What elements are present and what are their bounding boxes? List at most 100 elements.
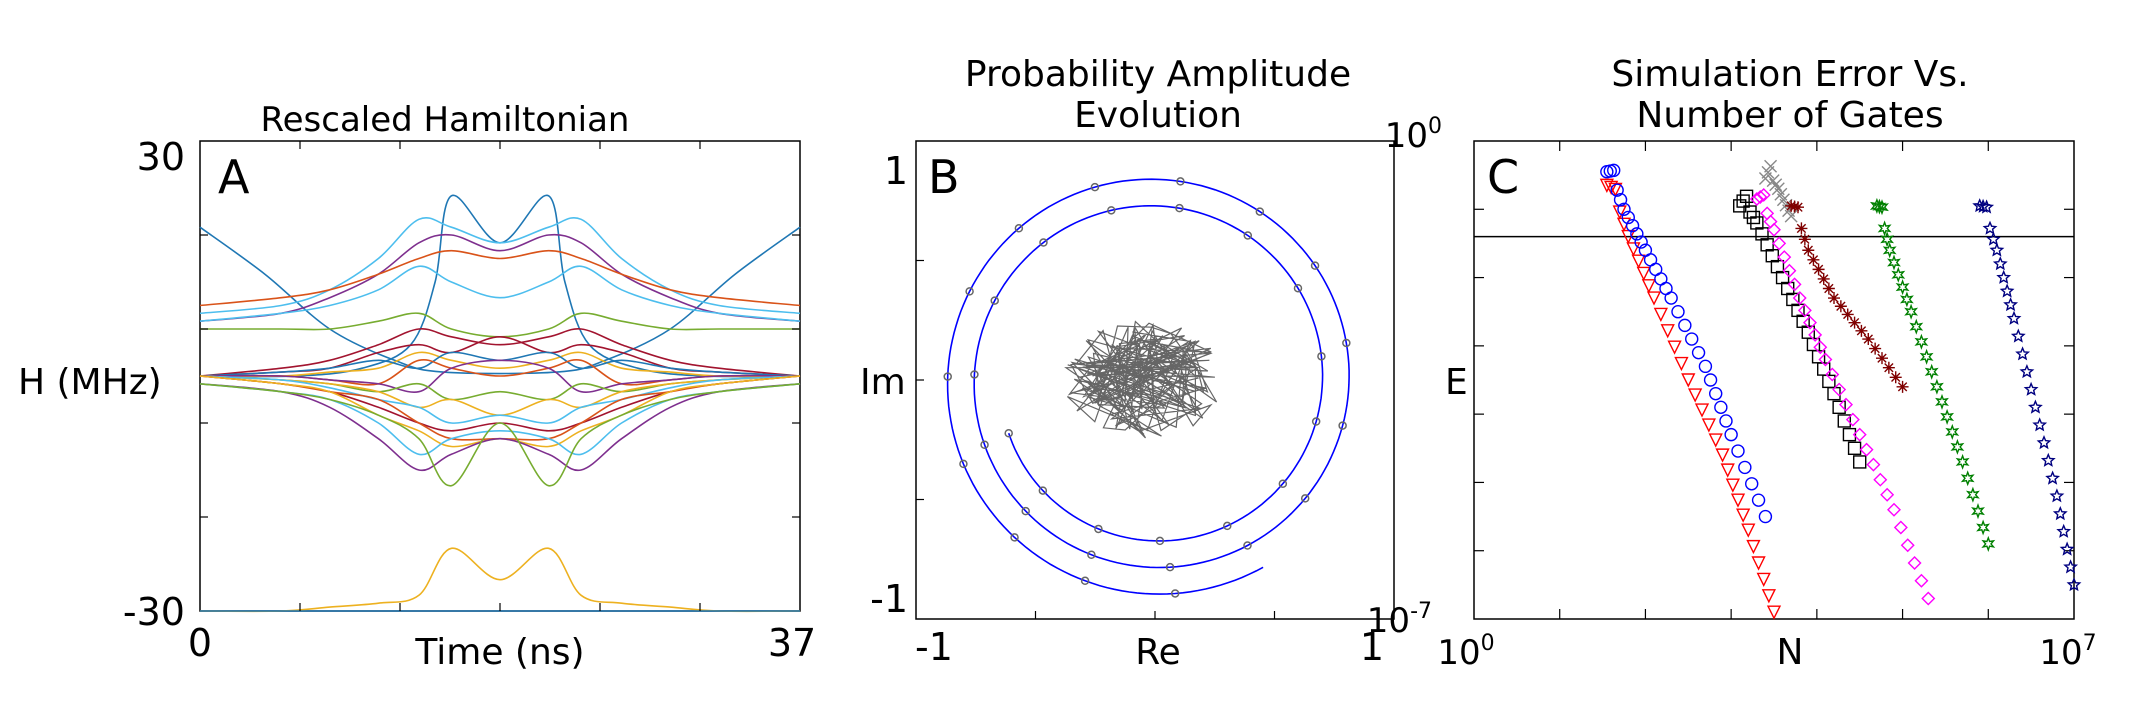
- panel-b-point: [990, 296, 999, 305]
- panel-b-point: [1087, 550, 1096, 559]
- panel-c-point-0-3-1: [1688, 388, 1703, 403]
- panel-c-point-7-4-1: [2052, 505, 2068, 521]
- panel-b-point: [1255, 207, 1265, 216]
- panel-c-point-1-5-2: [1738, 460, 1752, 475]
- panel-c-point-0-4-1: [1720, 463, 1735, 478]
- panel-b-title-line1: Probability Amplitude: [965, 54, 1351, 95]
- panel-c-point-3-4-1: [1859, 442, 1874, 457]
- panel-c-point-0-4-0: [1715, 448, 1730, 463]
- panel-c-point-5-3-0: [1862, 333, 1875, 346]
- panel-c-xtick-right-exp: 7: [2083, 631, 2097, 656]
- panel-b-spiral-line: [946, 178, 1350, 595]
- panel-c-point-5-2-3: [1848, 316, 1861, 329]
- panel-c-point-3-end: [1921, 591, 1936, 606]
- panel-c-point-0-5-0: [1741, 523, 1756, 538]
- panel-c-point-6-1-0: [1882, 242, 1897, 259]
- panel-c-point-2-4-4: [1847, 441, 1862, 455]
- panel-c-point-7-3-0: [2027, 399, 2043, 414]
- panel-a-xlabel: Time (ns): [414, 632, 584, 673]
- panel-c-point-5-1-3: [1817, 272, 1830, 285]
- panel-c-point-7-2-3: [2019, 363, 2035, 379]
- panel-c-xlabel: N: [1777, 632, 1804, 673]
- panel-b-ytick-bottom: -1: [870, 577, 908, 621]
- panel-c-point-7-2-4: [2023, 381, 2039, 396]
- panel-c-point-3-0-0: [1749, 192, 1764, 207]
- panel-a-series-line-1: [199, 194, 801, 378]
- panel-c-point-6-1-1: [1887, 254, 1901, 271]
- panel-c-point-1-1-1: [1621, 210, 1635, 225]
- panel-c-point-6-3-3: [1945, 423, 1960, 440]
- panel-c-point-3-1-4: [1787, 277, 1802, 292]
- panel-c-point-1-3-3: [1685, 332, 1699, 346]
- panel-c-point-0-4-3: [1730, 493, 1746, 508]
- panel-c-point-2-2-0: [1775, 270, 1790, 285]
- panel-c-point-4-end: [1784, 209, 1798, 223]
- panel-c-point-3-2-0: [1792, 291, 1807, 306]
- panel-c-point-0-0-4: [1616, 217, 1632, 232]
- panel-b-point: [1010, 533, 1019, 542]
- panel-a-series-line-21: [199, 383, 801, 487]
- panel-c-point-7-4-2: [2056, 523, 2072, 538]
- panel-c-point-0-1-1: [1626, 242, 1641, 257]
- panel-a: Rescaled Hamiltonian A 30 -30 0 37 Time …: [18, 100, 816, 673]
- panel-c-point-6-1-2: [1891, 266, 1906, 283]
- panel-c-point-5-1-2: [1812, 263, 1825, 276]
- panel-b-point: [1223, 521, 1232, 531]
- panel-c-point-3-0-1: [1753, 190, 1768, 204]
- panel-c-point-2-1-2: [1760, 238, 1774, 252]
- panel-c-point-7-4-3: [2059, 541, 2075, 556]
- panel-a-series-line-19: [199, 383, 801, 472]
- panel-c-point-5-3-4: [1889, 371, 1902, 384]
- panel-c-point-0-1-3: [1636, 266, 1651, 282]
- panel-c-point-3-5-4: [1914, 573, 1929, 588]
- panel-b-point: [965, 287, 974, 296]
- panel-c-point-5-2-0: [1828, 292, 1840, 305]
- panel-b-point: [1038, 486, 1048, 495]
- panel-c-point-6-2-3: [1919, 348, 1934, 365]
- panel-c-point-6-0-4: [1880, 231, 1895, 248]
- panel-c-point-5-3-1: [1869, 342, 1882, 355]
- panel-a-series-line-20: [199, 383, 801, 456]
- panel-c-point-1-0-2: [1607, 163, 1621, 178]
- panel-c-point-1-3-4: [1691, 345, 1706, 360]
- panel-b-point: [1155, 536, 1165, 546]
- panel-c-point-0-0-1: [1604, 180, 1619, 195]
- panel-c-point-6-2-2: [1914, 333, 1929, 350]
- panel-c-point-1-4-3: [1714, 400, 1728, 415]
- panel-b: Probability Amplitude Evolution B 1 -1 -…: [860, 54, 1395, 673]
- panel-b-xtick-left: -1: [915, 625, 953, 669]
- panel-a-series-line-18: [199, 375, 801, 448]
- panel-b-point: [1310, 261, 1320, 270]
- panel-c-point-3-2-1: [1797, 303, 1812, 318]
- panel-c-point-0-end: [1766, 605, 1782, 620]
- panel-c-point-0-5-2: [1751, 556, 1766, 571]
- panel-a-series-line-13: [199, 375, 801, 401]
- panel-c-point-7-0-3: [1982, 220, 1998, 235]
- panel-c-point-1-1-4: [1634, 235, 1648, 249]
- panel-c-point-4-0-2: [1764, 159, 1778, 173]
- panel-c-point-3-4-3: [1873, 472, 1888, 487]
- panel-c-ylabel: E: [1445, 362, 1468, 403]
- panel-c-ticks: [1474, 141, 2074, 619]
- panel-c-point-1-4-0: [1698, 359, 1713, 374]
- panel-c-point-3-3-0: [1818, 352, 1833, 367]
- panel-c-point-2-0-1: [1736, 194, 1750, 208]
- panel-c-point-6-0-2: [1875, 199, 1889, 216]
- panel-c-point-5-end: [1896, 380, 1909, 393]
- panel-c-point-1-3-1: [1671, 305, 1685, 319]
- panel-c-point-6-3-0: [1929, 378, 1944, 395]
- panel-b-point: [1176, 177, 1185, 186]
- panel-c-point-0-2-2: [1660, 324, 1675, 339]
- panel-c-ytick-top-exp: 0: [1428, 114, 1442, 139]
- panel-c-point-2-4-1: [1832, 400, 1846, 415]
- panel-c-point-1-5-3: [1745, 477, 1759, 491]
- panel-b-point: [1293, 283, 1303, 293]
- panel-c-ytick-top-base: 10: [1385, 116, 1428, 156]
- panel-c-point-0-3-3: [1701, 418, 1716, 433]
- panel-c-point-7-3-2: [2036, 434, 2052, 450]
- panel-c-point-0-5-3: [1756, 572, 1771, 587]
- panel-c-ytick-bottom-base: 10: [1367, 601, 1410, 641]
- panel-b-xtick-right: 1: [1360, 625, 1384, 669]
- panel-c-point-7-2-2: [2015, 346, 2031, 361]
- panel-a-series-line-5: [199, 249, 801, 307]
